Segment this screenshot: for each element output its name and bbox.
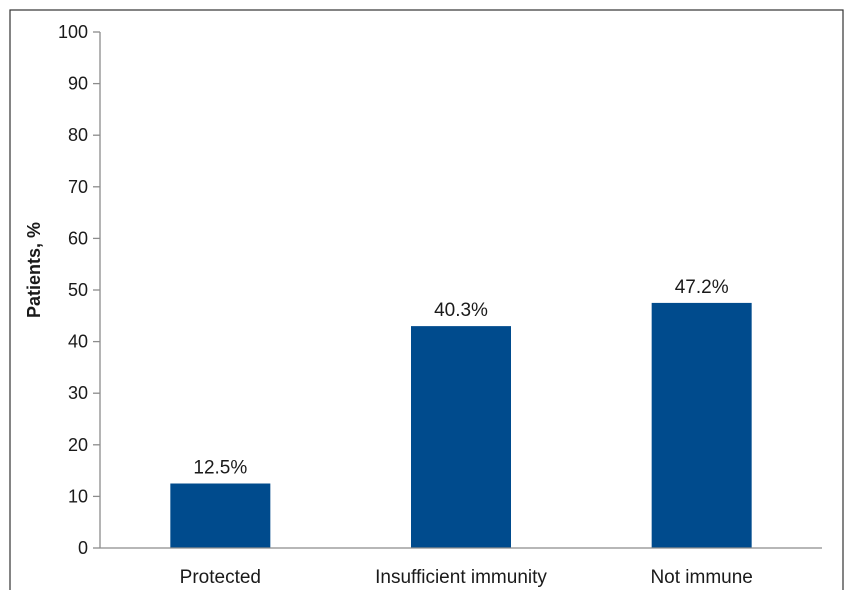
y-tick-label: 100 [58,22,88,42]
y-tick-label: 0 [78,538,88,558]
bar-data-label: 40.3% [434,300,488,321]
chart-frame [9,9,844,590]
category-labels: Protected Insufficient immunity Not immune [180,567,753,588]
y-tick-label: 60 [68,228,88,248]
y-tick-label: 40 [68,332,88,352]
x-category-label: Not immune [650,567,752,588]
y-axis-ticks: 0 10 20 30 40 50 60 70 80 90 100 [58,22,100,558]
bar-data-label: 47.2% [675,277,729,298]
data-labels: 12.5% 40.3% 47.2% [193,277,728,479]
bar [170,483,271,548]
x-category-label: Insufficient immunity [375,567,547,588]
bars [170,302,752,548]
y-tick-label: 30 [68,383,88,403]
y-tick-label: 20 [68,435,88,455]
bar [651,302,752,548]
y-tick-label: 10 [68,486,88,506]
bar [411,326,511,548]
bar-data-label: 12.5% [193,458,247,479]
y-tick-label: 80 [68,125,88,145]
y-tick-label: 50 [68,280,88,300]
y-tick-label: 90 [68,74,88,94]
y-tick-label: 70 [68,177,88,197]
x-category-label: Protected [180,567,261,588]
y-axis-title: Patients, % [24,222,44,318]
